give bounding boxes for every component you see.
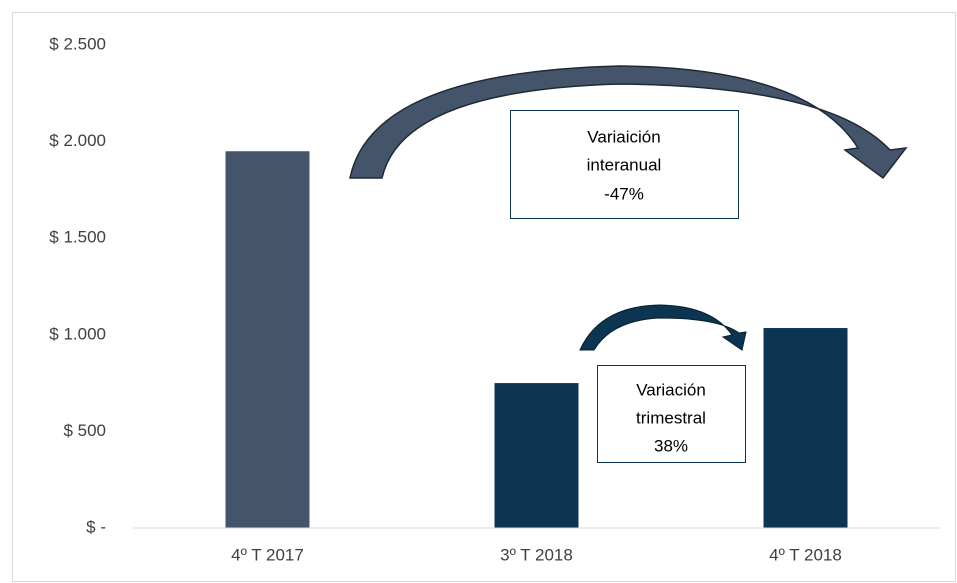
y-tick-label: $ 2.000: [49, 131, 106, 150]
y-tick-label: $ -: [86, 517, 106, 536]
annotation-box: [597, 365, 746, 463]
x-tick-label: 4º T 2018: [769, 545, 842, 564]
arrow-quarterly: [579, 304, 747, 351]
x-tick-label: 4º T 2017: [231, 545, 304, 564]
annotation-line: Variación: [636, 380, 706, 399]
annotation-line: -47%: [604, 184, 644, 203]
x-tick-label: 3º T 2018: [500, 545, 573, 564]
y-tick-label: $ 500: [63, 421, 106, 440]
annotation-quarterly: Variación trimestral 38%: [597, 365, 746, 463]
annotation-line: interanual: [587, 155, 662, 174]
bar: [494, 383, 579, 528]
annotation-line: 38%: [654, 436, 688, 455]
annotation-box: [510, 110, 739, 219]
y-tick-label: $ 1.000: [49, 324, 106, 343]
y-tick-label: $ 2.500: [49, 34, 106, 53]
annotation-annual: Variaición interanual -47%: [510, 110, 739, 219]
bar: [763, 328, 848, 528]
bar: [225, 151, 310, 528]
arrow-annual: [349, 65, 908, 180]
y-tick-label: $ 1.500: [49, 228, 106, 247]
annotation-line: Variaición: [587, 127, 660, 146]
annotation-line: trimestral: [636, 408, 706, 427]
